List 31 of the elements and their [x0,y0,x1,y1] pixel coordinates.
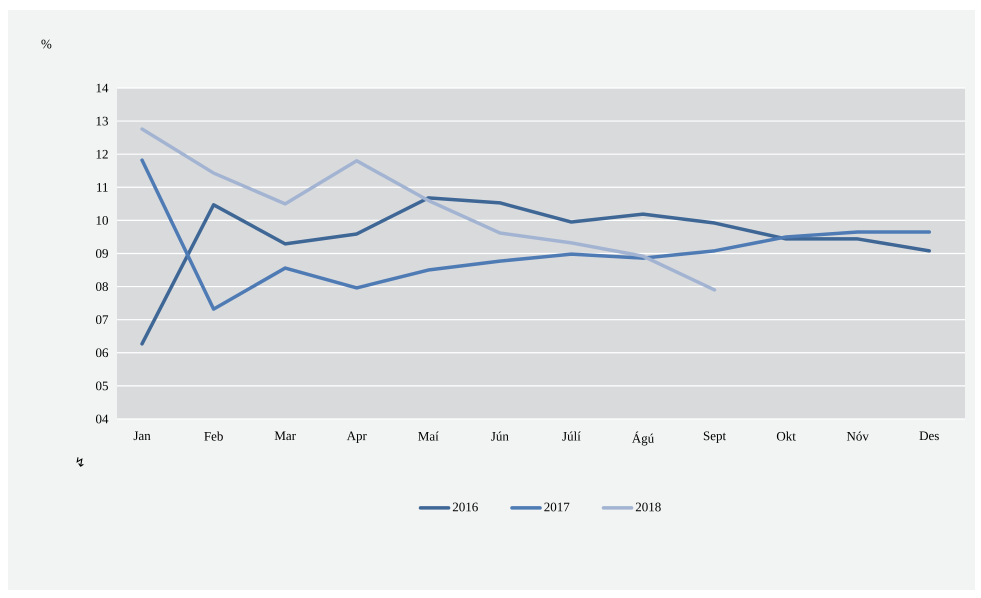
legend-label: 2017 [544,502,570,512]
y-tick-label: 13 [96,116,108,126]
x-tick-label: Des [919,432,939,440]
y-tick-label: 12 [96,150,108,158]
legend-label: 2018 [636,502,661,512]
y-tick-label: 04 [96,414,108,424]
y-tick-label: 06 [96,348,108,358]
x-tick-label: Maí [418,432,439,441]
line-series [140,196,931,346]
x-tick-label: Apr [346,432,367,443]
x-tick-label: Jún [491,432,509,441]
x-tick-label: Mar [274,432,296,440]
x-tick-label: Sept [704,432,726,443]
legend-label: 2016 [452,502,478,512]
x-tick-label: Feb [204,432,223,441]
line-series [140,158,931,311]
x-tick-label: Okt [776,432,796,441]
y-tick-label: 10 [96,216,108,225]
y-tick-label: 08 [96,282,108,291]
x-tick-label: Ágú [632,432,654,446]
x-tick-label: Jan [134,432,151,440]
x-tick-label: Júlí [562,432,581,441]
y-tick-label: 14 [96,84,108,92]
y-tick-label: 11 [97,183,108,192]
x-tick-label: Nóv [846,432,869,441]
text: ↯ [76,457,84,467]
line-series [140,127,716,292]
y-tick-label: 05 [96,382,108,390]
y-tick-label: 07 [96,315,108,324]
y-tick-label: 09 [96,249,108,258]
y-axis-title: % [41,40,52,48]
